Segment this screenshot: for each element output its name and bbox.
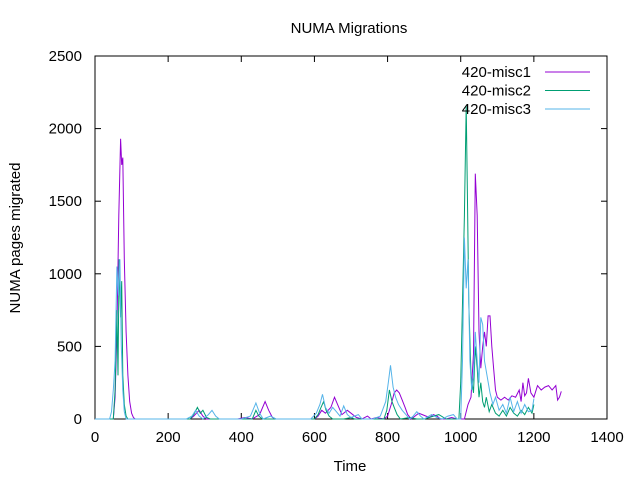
- x-tick-label: 1000: [444, 429, 477, 446]
- x-tick-label: 400: [229, 429, 254, 446]
- x-axis-label: Time: [334, 458, 367, 475]
- x-tick-label: 1400: [590, 429, 623, 446]
- y-tick-label: 0: [74, 411, 82, 428]
- x-tick-label: 600: [302, 429, 327, 446]
- y-tick-label: 1500: [49, 193, 82, 210]
- legend-label: 420-misc2: [462, 83, 531, 100]
- series-layer: [95, 105, 562, 420]
- y-tick-label: 2000: [49, 121, 82, 138]
- x-tick-label: 1200: [517, 429, 550, 446]
- y-tick-label: 1000: [49, 266, 82, 283]
- series-line-420-misc1: [95, 138, 562, 420]
- axis-ticks: 0 200 400 600 800 1000 1200 1400 0 500 1000 1500 200…: [49, 48, 624, 446]
- y-tick-label: 2500: [49, 48, 82, 65]
- chart-title: NUMA Migrations: [291, 20, 408, 37]
- series-line-420-misc3: [95, 237, 535, 420]
- y-tick-label: 500: [57, 338, 82, 355]
- x-tick-label: 0: [91, 429, 99, 446]
- y-axis-label: NUMA pages migrated: [7, 163, 24, 314]
- x-tick-label: 800: [375, 429, 400, 446]
- x-tick-label: 200: [156, 429, 181, 446]
- plot-frame: [94, 55, 608, 420]
- legend-label: 420-misc3: [462, 101, 531, 118]
- legend-label: 420-misc1: [462, 64, 531, 81]
